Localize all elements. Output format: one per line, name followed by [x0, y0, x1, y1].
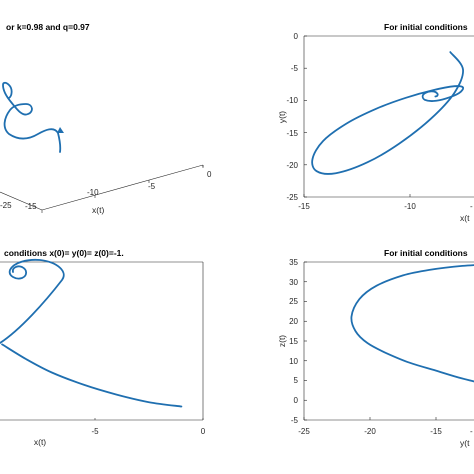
axis-3d-y-edge [0, 191, 43, 211]
tick-yz-y-0: 35 [289, 258, 298, 267]
tick-xy-x-1: -10 [404, 202, 416, 211]
tick-bl-x-0: -5 [91, 427, 99, 436]
tick-yz-y-1: 30 [289, 278, 298, 287]
ylabel-yz: z(t) [277, 335, 287, 347]
tick-bl-x-1: 0 [201, 427, 206, 436]
tick-yz-y-6: 5 [294, 376, 299, 385]
xlabel-yz: y(t [460, 438, 470, 448]
xlabel-bl: x(t) [34, 437, 46, 447]
series-3d-start-marker [57, 127, 64, 133]
tick-3d-x-2: -5 [148, 182, 156, 191]
tick-3d-x-1: -10 [87, 188, 99, 197]
tick-xy-x-2: - [470, 202, 473, 211]
tick-yz-y-7: 0 [294, 396, 299, 405]
tick-xy-x-0: -15 [298, 202, 310, 211]
series-bl-trajectory [1, 343, 183, 408]
tick-xy-y-4: -20 [286, 161, 298, 170]
series-yz-trajectory [350, 264, 474, 383]
tick-yz-x-0: -25 [298, 427, 310, 436]
tick-xy-y-5: -25 [286, 193, 298, 202]
tick-yz-x-2: -15 [430, 427, 442, 436]
panel-xy-title: For initial conditions [384, 22, 468, 32]
tick-xy-y-2: -10 [286, 96, 298, 105]
axis-3d-x-edge [41, 164, 204, 211]
xlabel-xy: x(t [460, 213, 470, 223]
tick-3d-x-0: -15 [25, 202, 37, 211]
panel-xy: For initial conditions 0 -5 -10 -15 -20 … [277, 22, 474, 223]
series-bl-spiral [0, 258, 65, 344]
tick-yz-x-3: - [470, 427, 473, 436]
tick-yz-y-3: 20 [289, 317, 298, 326]
ylabel-xy: y(t) [277, 111, 287, 123]
tick-3d-x-3: 0 [207, 170, 212, 179]
panel-bottom-left: conditions x(0)= y(0)= z(0)=-1. -5 0 x(t… [0, 248, 206, 447]
panel-3d-title: or k=0.98 and q=0.97 [6, 22, 90, 32]
tick-3d-y-0: -25 [0, 201, 12, 210]
tick-yz-y-4: 15 [289, 337, 298, 346]
tick-yz-y-5: 10 [289, 357, 298, 366]
tick-xy-y-3: -15 [286, 129, 298, 138]
tick-yz-x-1: -20 [364, 427, 376, 436]
panel-yz: For initial conditions 35 30 25 20 15 10… [277, 248, 474, 448]
tick-xy-y-0: 0 [294, 32, 299, 41]
tick-xy-y-1: -5 [291, 64, 299, 73]
panel-yz-title: For initial conditions [384, 248, 468, 258]
panel-bl-title: conditions x(0)= y(0)= z(0)=-1. [4, 248, 124, 258]
series-3d-trajectory [2, 81, 62, 153]
series-xy-trajectory [311, 51, 465, 175]
tick-yz-y-8: -5 [291, 416, 299, 425]
panel-3d: or k=0.98 and q=0.97 -25 -15 -10 -5 0 x(… [0, 22, 212, 215]
xlabel-3d: x(t) [92, 205, 104, 215]
tick-yz-y-2: 25 [289, 297, 298, 306]
